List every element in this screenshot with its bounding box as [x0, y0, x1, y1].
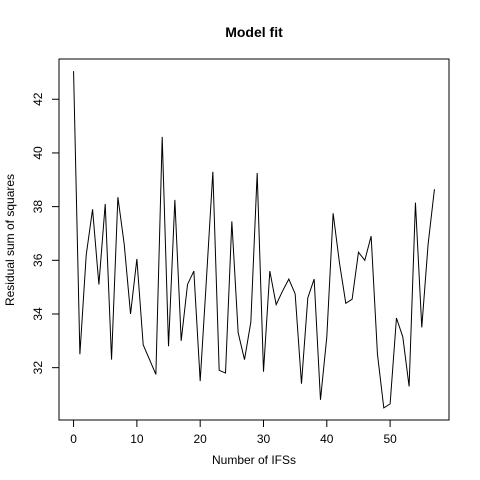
y-tick-label: 32 [31, 361, 45, 375]
y-tick-label: 36 [31, 253, 45, 267]
chart-title: Model fit [225, 24, 283, 40]
series-line [74, 71, 435, 408]
y-tick-label: 38 [31, 200, 45, 214]
y-tick-label: 34 [31, 307, 45, 321]
y-axis: 32 34 36 38 40 42 [31, 92, 59, 374]
x-tick-label: 0 [70, 432, 77, 446]
x-axis: 0 10 20 30 40 50 [70, 420, 397, 446]
y-axis-label: Residual sum of squares [3, 174, 17, 306]
x-tick-label: 30 [257, 432, 271, 446]
y-tick-label: 42 [31, 92, 45, 106]
x-tick-label: 50 [383, 432, 397, 446]
y-tick-label: 40 [31, 146, 45, 160]
x-tick-label: 10 [130, 432, 144, 446]
x-tick-label: 40 [320, 432, 334, 446]
x-axis-label: Number of IFSs [212, 453, 296, 467]
x-tick-label: 20 [194, 432, 208, 446]
